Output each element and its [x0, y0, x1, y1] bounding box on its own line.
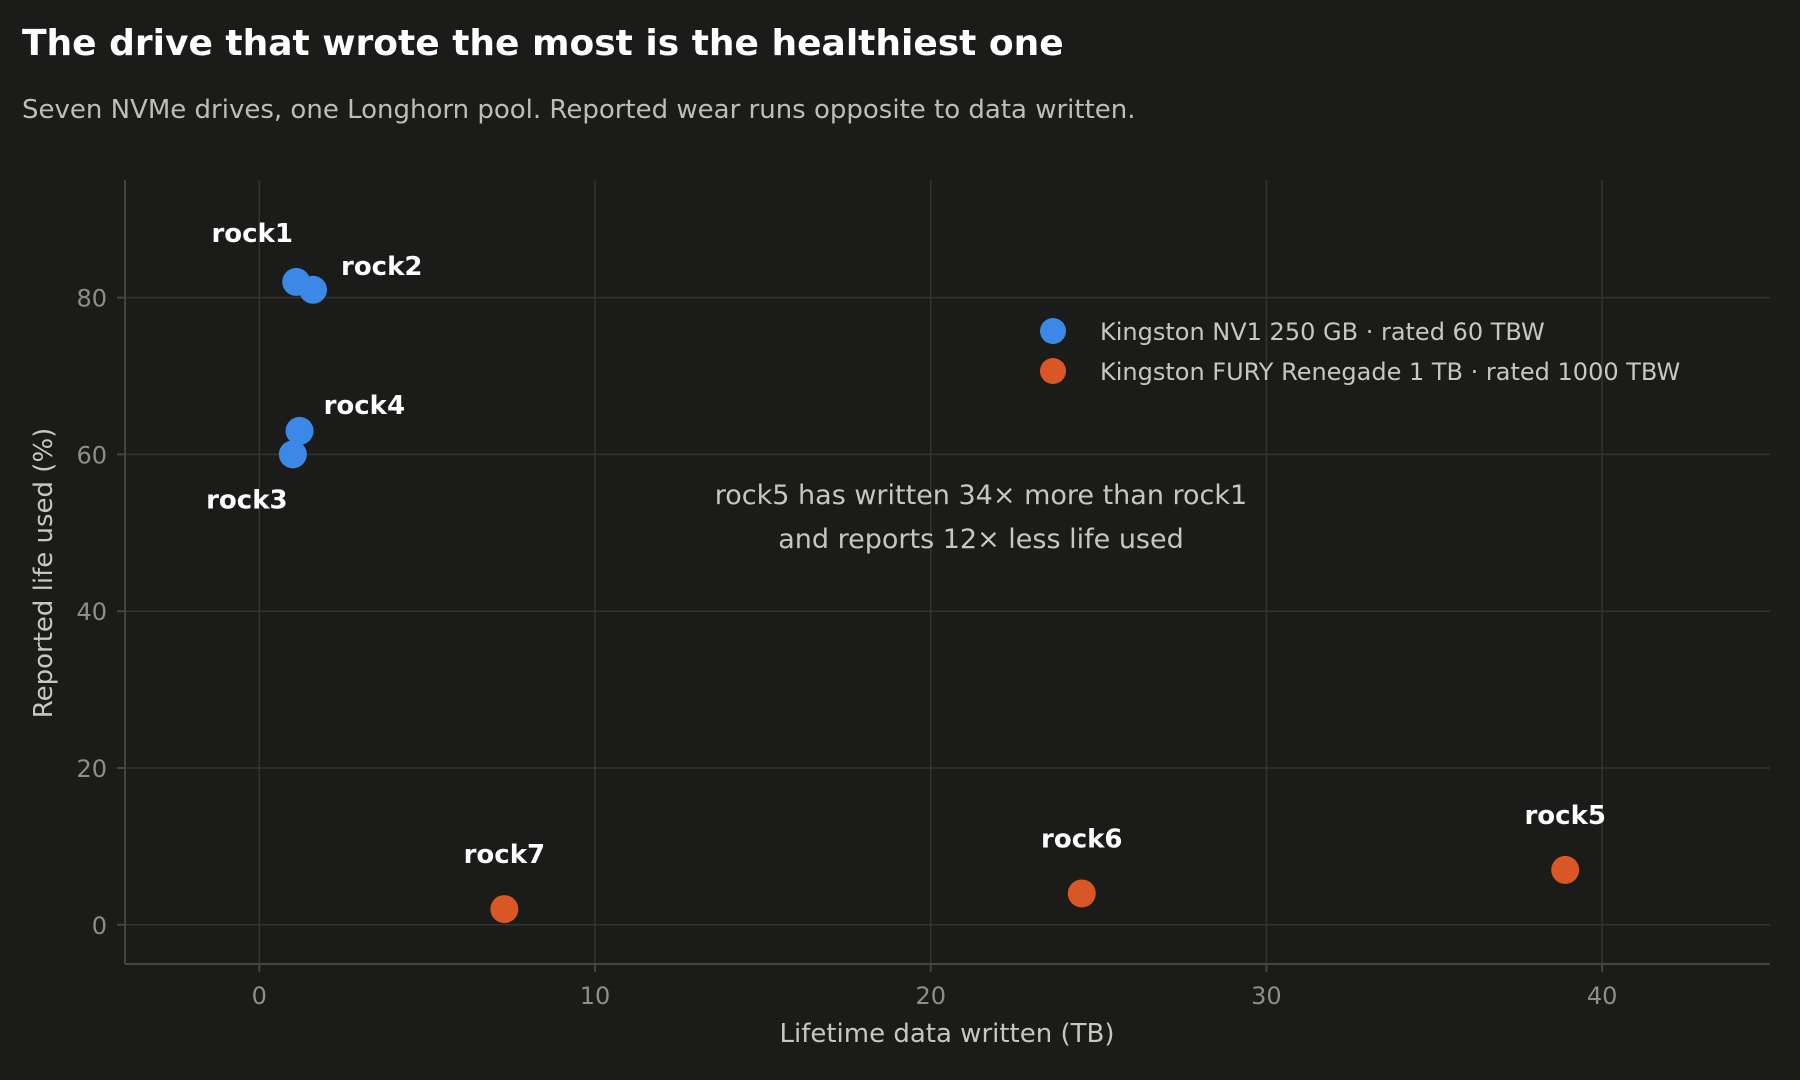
x-tick-label: 20: [915, 982, 946, 1010]
y-tick-label: 0: [92, 912, 107, 940]
point-label-rock3: rock3: [206, 485, 287, 515]
y-tick-label: 20: [76, 755, 107, 783]
chart-subtitle: Seven NVMe drives, one Longhorn pool. Re…: [22, 95, 1136, 125]
point-label-rock6: rock6: [1041, 824, 1122, 854]
x-axis-label: Lifetime data written (TB): [779, 1019, 1114, 1049]
legend-marker-nv1: [1040, 318, 1066, 344]
data-point-rock4: [285, 416, 314, 445]
legend-marker-fury: [1040, 358, 1066, 384]
x-tick-label: 10: [580, 982, 611, 1010]
annotation: rock5 has written 34× more than rock1 an…: [715, 480, 1247, 555]
x-tick-label: 30: [1251, 982, 1282, 1010]
data-points: [278, 267, 1580, 924]
point-labels: rock1 rock2 rock3 rock4 rock5 rock6 rock7: [206, 219, 1606, 870]
annotation-line-2: and reports 12× less life used: [778, 524, 1184, 555]
point-label-rock2: rock2: [341, 252, 422, 282]
y-axis-label: Reported life used (%): [29, 428, 59, 719]
legend-label-nv1: Kingston NV1 250 GB · rated 60 TBW: [1100, 318, 1545, 346]
data-point-rock5: [1551, 855, 1580, 884]
point-label-rock7: rock7: [464, 840, 545, 870]
point-label-rock1: rock1: [211, 219, 292, 249]
point-label-rock4: rock4: [324, 391, 405, 421]
point-label-rock5: rock5: [1524, 801, 1605, 831]
tick-labels: 0 10 20 30 40 0 20 40 60 80: [76, 285, 1617, 1010]
gridlines: [125, 180, 1770, 964]
data-point-rock6: [1067, 879, 1096, 908]
y-tick-label: 60: [76, 441, 107, 469]
y-tick-label: 40: [76, 598, 107, 626]
chart-title: The drive that wrote the most is the hea…: [22, 23, 1064, 64]
data-point-rock7: [490, 895, 519, 924]
x-tick-label: 40: [1587, 982, 1618, 1010]
data-point-rock3: [278, 440, 307, 469]
x-tick-label: 0: [252, 982, 267, 1010]
legend: Kingston NV1 250 GB · rated 60 TBW Kings…: [1040, 318, 1680, 386]
data-point-rock2: [299, 275, 327, 304]
annotation-line-1: rock5 has written 34× more than rock1: [715, 480, 1247, 511]
axes: [117, 180, 1770, 972]
legend-label-fury: Kingston FURY Renegade 1 TB · rated 1000…: [1100, 358, 1680, 386]
y-tick-label: 80: [76, 285, 107, 313]
